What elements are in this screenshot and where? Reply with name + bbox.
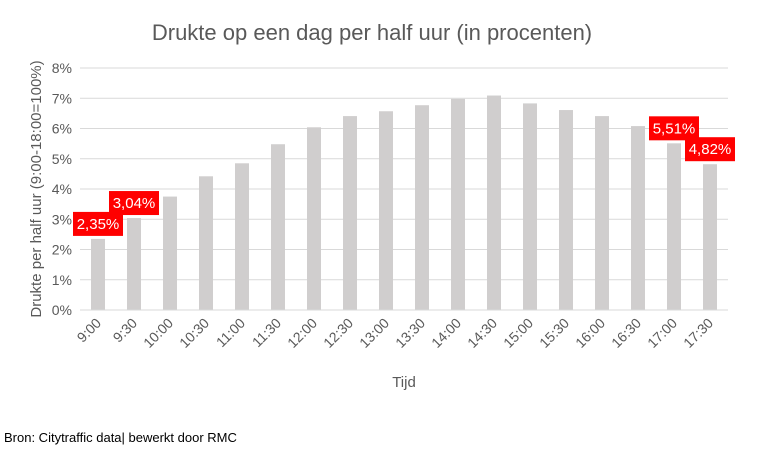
x-tick-label: 10:30 <box>176 315 212 351</box>
x-tick-label: 14:30 <box>464 315 500 351</box>
data-label: 4,82% <box>685 137 735 162</box>
bar <box>667 143 681 310</box>
y-tick-label: 5% <box>52 151 72 167</box>
y-tick-label: 3% <box>52 211 72 227</box>
x-tick-label: 10:00 <box>140 315 176 351</box>
bar <box>703 164 717 310</box>
bar <box>415 105 429 311</box>
gridlines <box>80 67 728 281</box>
y-tick-label: 0% <box>52 302 72 318</box>
x-tick-label: 13:00 <box>356 315 392 351</box>
y-tick-label: 4% <box>52 181 72 197</box>
y-tick-label: 2% <box>52 242 72 258</box>
x-tick-label: 11:00 <box>213 315 249 351</box>
bars <box>91 95 717 311</box>
y-axis-ticks: 0% 1% 2% 3% 4% 5% 6% 7% 8% <box>52 60 72 318</box>
bar <box>235 163 249 310</box>
data-label-box <box>649 116 699 141</box>
bar <box>595 116 609 310</box>
y-tick-label: 1% <box>52 272 72 288</box>
bar <box>127 218 141 310</box>
x-tick-label: 16:00 <box>572 315 608 351</box>
data-label-box <box>685 137 735 162</box>
bar <box>631 126 645 310</box>
x-tick-label: 15:30 <box>536 315 572 351</box>
bar <box>559 110 573 310</box>
data-label: 2,35% <box>73 211 123 236</box>
y-tick-label: 7% <box>52 90 72 106</box>
x-tick-label: 17:00 <box>644 315 680 351</box>
data-label-text: 2,35% <box>77 216 120 233</box>
x-tick-label: 11:30 <box>249 315 285 351</box>
source-note: Bron: Citytraffic data| bewerkt door RMC <box>4 430 237 445</box>
x-tick-label: 12:30 <box>320 315 356 351</box>
data-labels: 2,35% 3,04% 5,51% 4,82% <box>73 116 735 236</box>
y-axis-label: Drukte per half uur (9:00-18:00=100%) <box>28 60 45 317</box>
data-label-box <box>73 211 123 236</box>
data-label-text: 5,51% <box>653 120 696 137</box>
x-tick-label: 15:00 <box>500 315 536 351</box>
bar <box>91 238 105 310</box>
bar <box>307 127 321 310</box>
y-tick-label: 6% <box>52 121 72 137</box>
bar <box>199 176 213 310</box>
y-tick-label: 8% <box>52 60 72 76</box>
x-tick-label: 17:30 <box>680 315 716 351</box>
x-tick-label: 9:00 <box>74 315 105 346</box>
x-tick-label: 16:30 <box>608 315 644 351</box>
x-tick-label: 13:30 <box>392 315 428 351</box>
data-label-text: 3,04% <box>113 195 156 212</box>
bar <box>343 116 357 310</box>
data-label-box <box>109 191 159 216</box>
bar <box>451 98 465 310</box>
x-tick-label: 12:00 <box>284 315 320 351</box>
chart-title: Drukte op een dag per half uur (in proce… <box>152 20 592 45</box>
x-tick-label: 9:30 <box>110 315 141 346</box>
bar <box>523 103 537 310</box>
bar-chart: Drukte op een dag per half uur (in proce… <box>28 20 735 391</box>
data-label: 3,04% <box>109 191 159 216</box>
bar <box>487 95 501 310</box>
bar <box>271 144 285 310</box>
x-axis-ticks: 9:00 9:30 10:00 10:30 11:00 11:30 12:00 12:30 13… <box>74 315 717 351</box>
data-label: 5,51% <box>649 116 699 141</box>
x-tick-label: 14:00 <box>428 315 464 351</box>
bar <box>163 196 177 310</box>
x-axis-label: Tijd <box>392 374 416 391</box>
data-label-text: 4,82% <box>689 141 732 158</box>
bar <box>379 111 393 310</box>
